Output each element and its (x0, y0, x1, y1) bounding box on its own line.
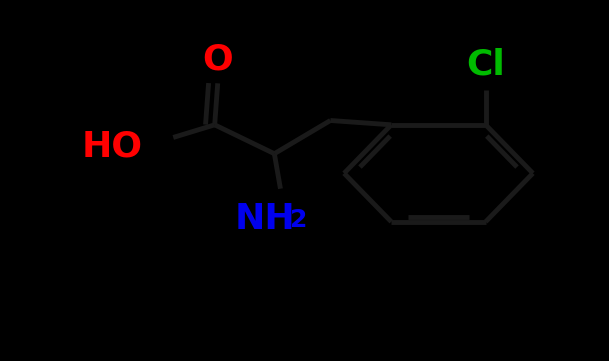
Text: O: O (202, 42, 233, 76)
Text: 2: 2 (290, 208, 308, 232)
Text: HO: HO (82, 130, 143, 164)
Text: Cl: Cl (466, 48, 505, 82)
Text: NH: NH (235, 202, 295, 236)
